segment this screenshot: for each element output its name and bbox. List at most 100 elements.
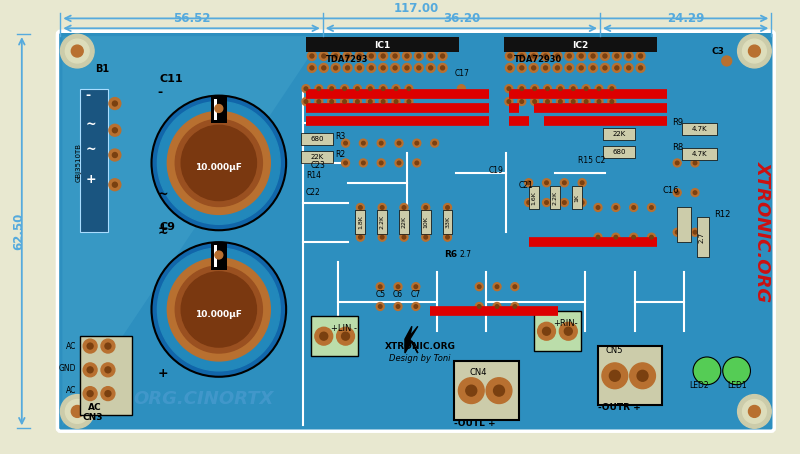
Circle shape [398, 161, 401, 165]
Circle shape [601, 52, 610, 60]
Circle shape [578, 198, 586, 207]
Circle shape [529, 52, 538, 60]
Circle shape [343, 64, 352, 72]
Circle shape [105, 343, 111, 349]
Circle shape [342, 139, 350, 147]
Text: 680: 680 [310, 136, 323, 142]
Circle shape [310, 54, 314, 58]
Circle shape [610, 87, 614, 90]
Circle shape [356, 100, 359, 104]
Circle shape [158, 248, 280, 371]
Circle shape [505, 85, 513, 93]
Circle shape [525, 179, 533, 187]
Circle shape [429, 54, 433, 58]
Circle shape [458, 85, 466, 93]
Circle shape [601, 64, 610, 72]
Text: 1.6K: 1.6K [531, 191, 536, 204]
Circle shape [381, 66, 385, 70]
Circle shape [594, 203, 602, 212]
Bar [697, 217, 709, 257]
Circle shape [598, 100, 601, 104]
Circle shape [112, 128, 118, 133]
Bar [301, 133, 333, 145]
Circle shape [559, 322, 578, 340]
Circle shape [458, 378, 484, 404]
Circle shape [580, 181, 584, 184]
Circle shape [598, 87, 601, 90]
Circle shape [379, 98, 387, 105]
Circle shape [346, 54, 350, 58]
Text: IC1: IC1 [374, 40, 390, 49]
Circle shape [392, 85, 400, 93]
Circle shape [319, 52, 328, 60]
Bar [504, 37, 658, 52]
Circle shape [546, 100, 550, 104]
Circle shape [636, 52, 645, 60]
Circle shape [520, 66, 524, 70]
Circle shape [302, 85, 310, 93]
Circle shape [580, 201, 584, 204]
Text: 62.50: 62.50 [12, 212, 26, 250]
Bar [682, 123, 717, 135]
Text: +: + [85, 173, 96, 186]
Bar [550, 186, 560, 209]
Circle shape [630, 233, 638, 241]
Text: C16: C16 [662, 186, 679, 195]
Circle shape [570, 85, 578, 93]
Circle shape [742, 400, 766, 423]
Circle shape [215, 104, 222, 113]
Circle shape [182, 272, 257, 347]
Circle shape [344, 141, 347, 145]
Circle shape [414, 64, 423, 72]
Circle shape [650, 206, 654, 209]
Text: -: - [158, 86, 162, 99]
Text: +LIN -: +LIN - [330, 324, 357, 333]
Circle shape [370, 66, 374, 70]
Circle shape [405, 66, 409, 70]
Circle shape [674, 228, 681, 236]
Circle shape [112, 153, 118, 158]
Circle shape [612, 233, 620, 241]
Text: 24.29: 24.29 [667, 12, 704, 25]
Circle shape [433, 141, 437, 145]
Circle shape [405, 98, 413, 105]
Text: 4.7K: 4.7K [692, 151, 708, 157]
Bar [301, 151, 333, 163]
Circle shape [691, 159, 699, 167]
Bar [80, 336, 132, 415]
Circle shape [560, 179, 568, 187]
Circle shape [167, 258, 270, 361]
Circle shape [553, 52, 562, 60]
Circle shape [417, 66, 421, 70]
Circle shape [112, 101, 118, 106]
Text: C11: C11 [159, 74, 183, 84]
Circle shape [520, 100, 523, 104]
Circle shape [167, 111, 270, 214]
Circle shape [577, 52, 586, 60]
Text: TDA72930: TDA72930 [514, 55, 562, 64]
Circle shape [507, 100, 510, 104]
Circle shape [647, 233, 655, 241]
Bar [80, 89, 108, 232]
Circle shape [486, 378, 512, 404]
Bar [534, 311, 581, 351]
Circle shape [424, 236, 427, 239]
Circle shape [518, 64, 526, 72]
Circle shape [358, 54, 362, 58]
Circle shape [344, 161, 347, 165]
Circle shape [396, 285, 400, 288]
Circle shape [359, 159, 367, 167]
Bar [399, 211, 409, 234]
Circle shape [513, 305, 517, 308]
Circle shape [632, 236, 635, 239]
Circle shape [508, 54, 512, 58]
Circle shape [390, 64, 399, 72]
Bar [529, 186, 538, 209]
Circle shape [354, 98, 362, 105]
Circle shape [532, 66, 536, 70]
Circle shape [562, 181, 566, 184]
Circle shape [495, 305, 499, 308]
Circle shape [109, 124, 121, 136]
Circle shape [513, 285, 517, 288]
Circle shape [367, 52, 376, 60]
